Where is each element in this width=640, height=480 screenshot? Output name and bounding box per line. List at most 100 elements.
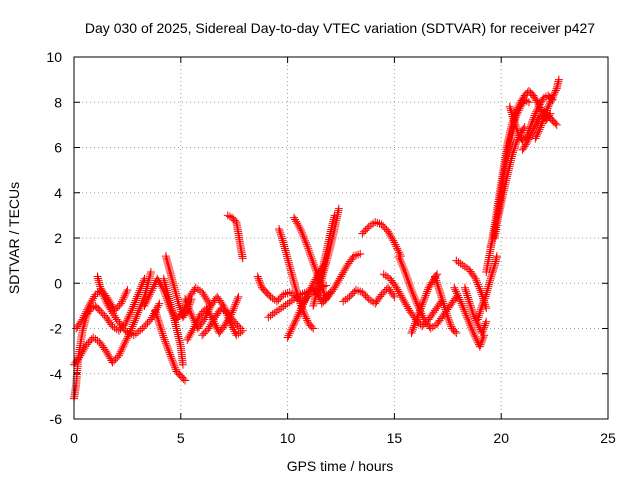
data-point	[287, 325, 296, 334]
data-point	[98, 309, 107, 318]
data-point	[536, 105, 545, 114]
data-point	[183, 301, 192, 310]
chart-title: Day 030 of 2025, Sidereal Day-to-day VTE…	[85, 20, 595, 36]
data-point	[294, 221, 303, 230]
data-point	[520, 142, 529, 151]
data-point	[309, 279, 318, 288]
data-point	[108, 322, 117, 331]
data-point	[131, 329, 140, 338]
data-point	[96, 282, 105, 291]
data-point	[144, 294, 153, 303]
data-point	[166, 300, 175, 309]
data-point	[392, 242, 401, 251]
data-point	[487, 272, 496, 281]
data-point	[286, 264, 295, 273]
data-point	[125, 310, 134, 319]
data-point	[289, 276, 298, 285]
data-point	[445, 316, 454, 325]
data-point	[187, 310, 196, 319]
data-point	[144, 278, 153, 287]
data-point	[292, 314, 301, 323]
data-point	[193, 285, 202, 294]
data-point	[318, 270, 327, 279]
data-point	[134, 306, 143, 315]
data-point	[447, 322, 456, 331]
data-point	[386, 230, 395, 239]
data-point	[192, 318, 201, 327]
data-point	[253, 272, 262, 281]
data-point	[167, 354, 176, 363]
data-point	[463, 291, 472, 300]
data-point	[275, 226, 284, 235]
data-point	[205, 322, 214, 331]
data-point	[407, 286, 416, 295]
data-point	[482, 290, 491, 299]
data-point	[309, 324, 318, 333]
data-point	[207, 318, 216, 327]
data-point	[146, 267, 155, 276]
data-point	[532, 119, 541, 128]
data-point	[521, 140, 530, 149]
data-point	[533, 130, 542, 139]
data-point	[465, 319, 474, 328]
data-point	[333, 278, 342, 287]
data-point	[463, 293, 472, 302]
data-point	[170, 283, 179, 292]
data-point	[409, 289, 418, 298]
data-point	[293, 291, 302, 300]
data-point	[308, 256, 317, 265]
data-point	[95, 278, 104, 287]
data-point	[164, 261, 173, 270]
data-point	[175, 303, 184, 312]
data-point	[296, 224, 305, 233]
data-point	[145, 272, 154, 281]
data-point	[524, 98, 533, 107]
data-point	[183, 335, 192, 344]
data-point	[127, 306, 136, 315]
data-point	[366, 221, 375, 230]
data-point	[168, 277, 177, 286]
data-point	[543, 104, 552, 113]
data-point	[80, 311, 89, 320]
data-points	[70, 75, 563, 403]
data-point	[524, 135, 533, 144]
data-point	[473, 315, 482, 324]
data-point	[165, 263, 174, 272]
data-point	[161, 280, 170, 289]
data-point	[442, 309, 451, 318]
data-point	[434, 282, 443, 291]
data-point	[163, 290, 172, 299]
data-point	[487, 241, 496, 250]
data-point	[232, 298, 241, 307]
data-point	[537, 119, 546, 128]
data-point	[310, 262, 319, 271]
data-point	[307, 252, 316, 261]
data-point	[454, 258, 463, 267]
data-point	[404, 277, 413, 286]
data-point	[78, 315, 87, 324]
data-point	[280, 244, 289, 253]
data-point	[479, 298, 488, 307]
data-point	[285, 329, 294, 338]
data-point	[322, 256, 331, 265]
data-point	[323, 252, 332, 261]
data-point	[127, 330, 136, 339]
data-point	[480, 296, 489, 305]
data-point	[395, 254, 404, 263]
data-point	[152, 312, 161, 321]
data-point	[396, 256, 405, 265]
data-point	[408, 327, 417, 336]
data-point	[159, 274, 168, 283]
data-point	[394, 287, 403, 296]
data-point	[234, 292, 243, 301]
data-point	[514, 129, 523, 138]
data-point	[118, 343, 127, 352]
data-point	[135, 304, 144, 313]
data-point	[510, 144, 519, 153]
data-point	[454, 293, 463, 302]
data-point	[218, 300, 227, 309]
data-point	[510, 118, 519, 127]
data-point	[288, 323, 297, 332]
data-point	[484, 282, 493, 291]
